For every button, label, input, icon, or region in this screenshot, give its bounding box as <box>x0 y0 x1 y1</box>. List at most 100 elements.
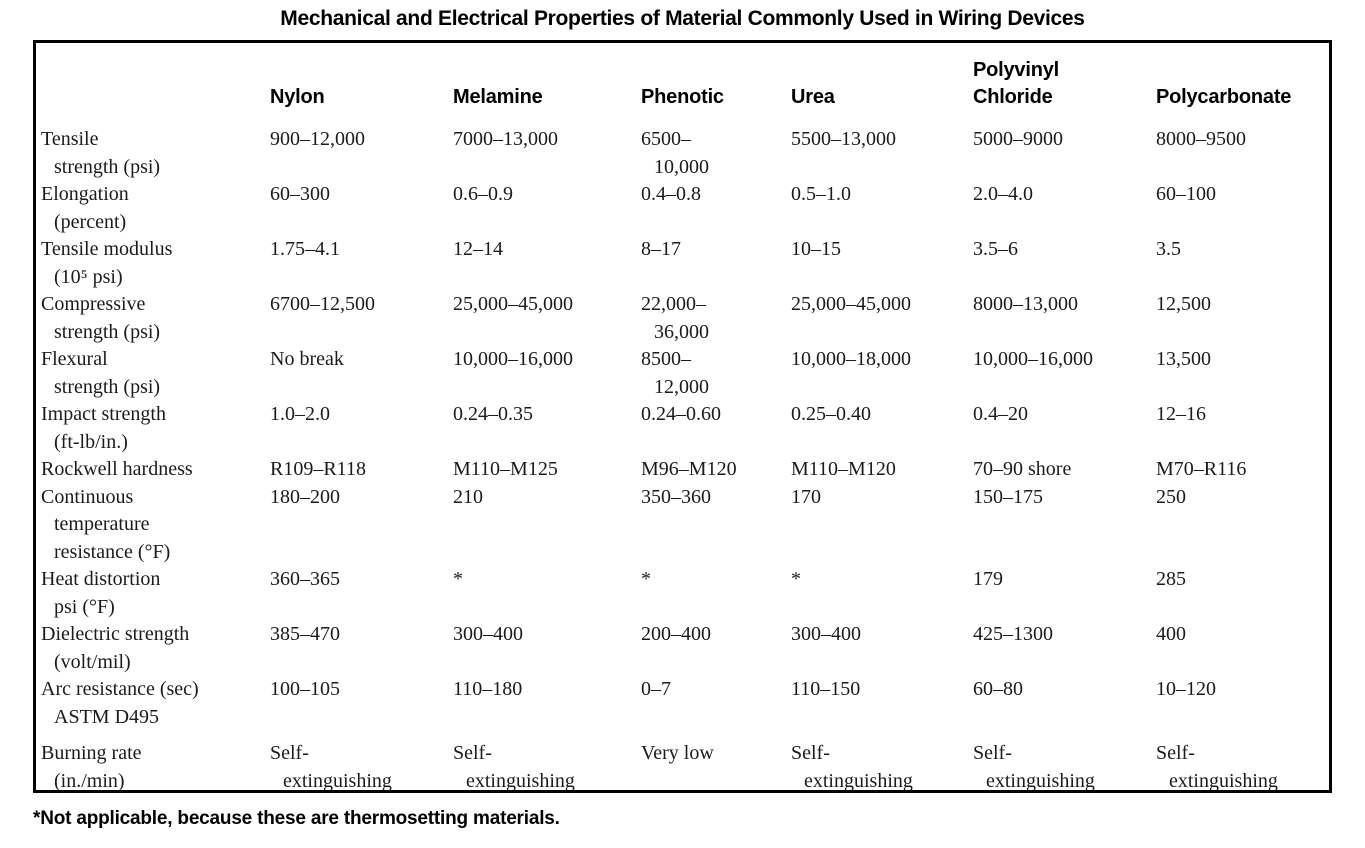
cell-value: 200–400 <box>641 623 711 645</box>
table-row: Flexural strength (psi) No break 10,000–16,… <box>36 346 1329 401</box>
corner-header <box>36 43 270 126</box>
table-row: Elongation (percent) 60–300 0.6–0.9 0.4–0.8 0… <box>36 181 1329 236</box>
table-row: Heat distortion psi (°F) 360–365 * * * 179 285 <box>36 566 1329 621</box>
cell-value: 180–200 <box>270 485 340 508</box>
cell-value: 10,000–16,000 <box>973 348 1093 370</box>
table-row: Burning rate (in./min) Self-extinguishing S… <box>36 731 1329 792</box>
cell-value: Self-extinguishing <box>791 742 913 792</box>
column-header: Nylon <box>270 86 325 108</box>
table-title: Mechanical and Electrical Properties of … <box>280 7 1085 30</box>
cell-value: Very low <box>641 742 714 764</box>
cell-value: 3.5–6 <box>973 238 1018 260</box>
row-label: Heat distortion psi (°F) <box>41 568 161 618</box>
cell-value: 360–365 <box>270 568 340 590</box>
cell-value: 250 <box>1156 485 1186 508</box>
properties-table: Nylon Melamine Phenotic Urea Polyvinyl Chlori… <box>36 43 1329 792</box>
cell-value: 12,500 <box>1156 293 1211 315</box>
cell-value: 150–175 <box>973 485 1043 508</box>
cell-value: 1.75–4.1 <box>270 238 340 260</box>
cell-value: 0.25–0.40 <box>791 403 871 425</box>
column-header: Phenotic <box>641 86 724 108</box>
cell-value: 2.0–4.0 <box>973 183 1033 205</box>
row-label: Tensile strength (psi) <box>41 128 161 178</box>
cell-value: R109–R118 <box>270 458 366 480</box>
cell-value: Self-extinguishing <box>270 742 392 792</box>
table-row: Rockwell hardness R109–R118 M110–M125 M96–M… <box>36 456 1329 484</box>
cell-value: 0.6–0.9 <box>453 183 513 205</box>
row-label: Tensile modulus (10⁵ psi) <box>41 238 173 288</box>
table-row: Continuous temperature resistance (°F) 180–… <box>36 484 1329 567</box>
cell-value: M96–M120 <box>641 458 737 480</box>
cell-value: 25,000–45,000 <box>791 293 911 315</box>
table-row: Tensile modulus (10⁵ psi) 1.75–4.1 12–14 8–1… <box>36 236 1329 291</box>
cell-value: 8500– 12,000 <box>641 348 709 398</box>
row-label: Elongation (percent) <box>41 183 129 233</box>
cell-value: 10–120 <box>1156 678 1216 700</box>
footnote: *Not applicable, because these are therm… <box>33 808 560 829</box>
table-row: Impact strength (ft-lb/in.) 1.0–2.0 0.24–0.… <box>36 401 1329 456</box>
cell-value: 10,000–18,000 <box>791 348 911 370</box>
properties-table-frame: Nylon Melamine Phenotic Urea Polyvinyl Chlori… <box>33 40 1332 793</box>
cell-value: 110–150 <box>791 678 861 700</box>
cell-value: 425–1300 <box>973 623 1053 645</box>
cell-value: 400 <box>1156 623 1186 645</box>
cell-value: 0.4–0.8 <box>641 183 701 205</box>
cell-value: 70–90 shore <box>973 458 1072 480</box>
cell-value: 60–100 <box>1156 183 1216 205</box>
cell-value: 8000–13,000 <box>973 293 1078 315</box>
table-header-row: Nylon Melamine Phenotic Urea Polyvinyl Chlori… <box>36 43 1329 126</box>
cell-value: Self-extinguishing <box>973 742 1095 792</box>
cell-value: 13,500 <box>1156 348 1211 370</box>
row-label: Burning rate (in./min) <box>41 742 142 792</box>
cell-value: 25,000–45,000 <box>453 293 573 315</box>
cell-value: 6500– 10,000 <box>641 128 709 178</box>
column-header: Melamine <box>453 86 543 108</box>
cell-value: 8–17 <box>641 238 681 260</box>
table-row: Dielectric strength (volt/mil) 385–470 300–… <box>36 621 1329 676</box>
cell-value: 60–300 <box>270 183 330 205</box>
table-row: Compressive strength (psi) 6700–12,500 25,0… <box>36 291 1329 346</box>
cell-value: 10,000–16,000 <box>453 348 573 370</box>
cell-value: 7000–13,000 <box>453 128 558 150</box>
cell-value: 300–400 <box>453 623 523 645</box>
cell-value: M110–M120 <box>791 458 896 480</box>
column-header: Urea <box>791 86 835 108</box>
row-label: Continuous temperature resistance (°F) <box>41 485 171 563</box>
cell-value: 210 <box>453 485 483 508</box>
cell-value: Self-extinguishing <box>453 742 575 792</box>
cell-value: No break <box>270 348 344 370</box>
cell-value: 60–80 <box>973 678 1023 700</box>
cell-value: 385–470 <box>270 623 340 645</box>
cell-value: 179 <box>973 568 1003 590</box>
cell-value: * <box>791 568 801 590</box>
cell-value: 0–7 <box>641 678 671 700</box>
row-label: Arc resistance (sec) ASTM D495 <box>41 678 199 728</box>
row-label: Flexural strength (psi) <box>41 348 161 398</box>
cell-value: * <box>453 568 463 590</box>
cell-value: 10–15 <box>791 238 841 260</box>
cell-value: 900–12,000 <box>270 128 365 150</box>
cell-value: 0.5–1.0 <box>791 183 851 205</box>
cell-value: 6700–12,500 <box>270 293 375 315</box>
row-label: Impact strength (ft-lb/in.) <box>41 403 166 453</box>
row-label: Compressive strength (psi) <box>41 293 161 343</box>
cell-value: * <box>641 568 651 590</box>
table-row: Tensile strength (psi) 900–12,000 7000–13,0… <box>36 126 1329 181</box>
cell-value: 110–180 <box>453 678 523 700</box>
cell-value: 5000–9000 <box>973 128 1063 150</box>
cell-value: 0.24–0.60 <box>641 403 721 425</box>
cell-value: 22,000– 36,000 <box>641 293 709 343</box>
row-label: Dielectric strength (volt/mil) <box>41 623 190 673</box>
cell-value: 5500–13,000 <box>791 128 896 150</box>
column-header: Polyvinyl Chloride <box>973 59 1060 108</box>
cell-value: 0.4–20 <box>973 403 1028 425</box>
table-row: Arc resistance (sec) ASTM D495 100–105 110–… <box>36 676 1329 731</box>
table-body: Tensile strength (psi) 900–12,000 7000–13,0… <box>36 126 1329 792</box>
row-label: Rockwell hardness <box>41 458 193 480</box>
cell-value: 3.5 <box>1156 238 1181 260</box>
cell-value: 285 <box>1156 568 1186 590</box>
cell-value: Self-extinguishing <box>1156 742 1278 792</box>
cell-value: 100–105 <box>270 678 340 700</box>
column-header: Polycarbonate <box>1156 86 1292 108</box>
cell-value: 12–16 <box>1156 403 1206 425</box>
